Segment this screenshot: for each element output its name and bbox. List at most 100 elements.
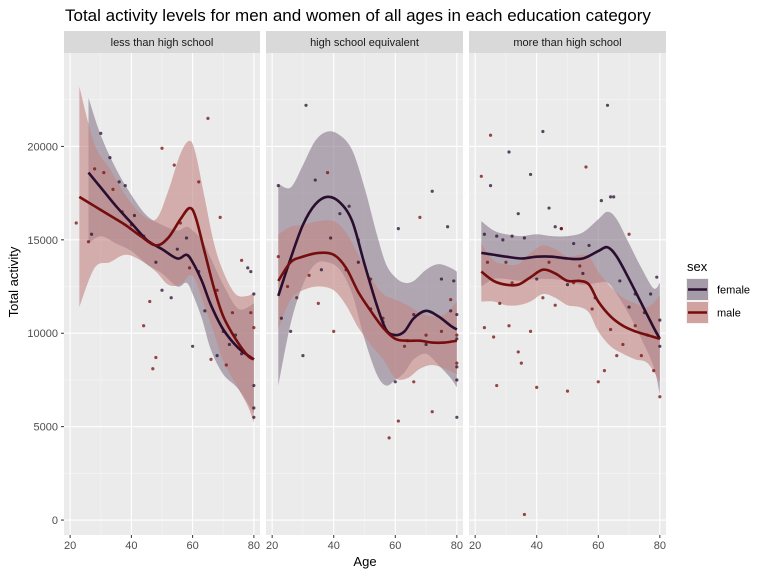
data-point-male	[498, 301, 502, 305]
data-point-female	[455, 365, 459, 369]
y-axis-title: Total activity	[6, 246, 21, 317]
data-point-female	[99, 131, 103, 135]
data-point-male	[249, 311, 253, 315]
data-point-female	[249, 269, 253, 274]
data-point-female	[658, 318, 662, 322]
data-point-male	[396, 419, 400, 423]
data-point-male	[522, 512, 527, 517]
data-point-female	[160, 288, 164, 292]
data-point-male	[541, 296, 545, 300]
data-point-female	[246, 266, 250, 270]
data-point-female	[627, 305, 631, 309]
data-point-male	[516, 350, 520, 354]
data-point-male	[151, 367, 155, 371]
data-point-male	[307, 273, 311, 277]
data-point-female	[132, 213, 137, 218]
data-point-female	[227, 342, 231, 347]
confidence-band-male	[79, 86, 254, 423]
data-point-male	[209, 357, 213, 361]
data-point-female	[313, 178, 317, 182]
data-point-male	[559, 227, 563, 231]
y-tick-label: 10000	[27, 328, 58, 340]
data-point-male	[602, 368, 607, 373]
smooth-line-male	[480, 268, 661, 341]
data-point-male	[154, 355, 158, 360]
smooth-line-male	[78, 195, 255, 361]
data-point-male	[74, 221, 78, 225]
smooth-line-female	[277, 195, 458, 337]
facet-panel-3: more than high school 20 40 60 80	[469, 31, 666, 552]
data-point-female	[501, 238, 505, 242]
data-point-male	[627, 232, 631, 236]
data-point-female	[449, 309, 453, 313]
x-tick-label: 40	[531, 540, 543, 552]
data-point-female	[608, 195, 613, 199]
data-point-male	[584, 165, 588, 169]
data-point-male	[102, 170, 106, 175]
legend: sex female male	[686, 259, 750, 324]
data-point-male	[325, 170, 330, 175]
legend-label-male: male	[717, 308, 741, 320]
data-point-female	[169, 296, 173, 300]
data-point-female	[117, 180, 121, 184]
data-point-female	[203, 309, 207, 313]
data-point-female	[541, 129, 545, 134]
facet-panel-1: less than high school 20 40 60 80	[64, 31, 260, 552]
data-point-female	[553, 225, 557, 229]
data-point-female	[319, 268, 324, 272]
facet-strip	[266, 31, 463, 53]
data-point-female	[191, 344, 195, 348]
data-point-female	[599, 198, 603, 203]
data-point-female	[338, 212, 342, 216]
data-point-male	[449, 298, 453, 302]
data-point-female	[184, 236, 189, 240]
data-point-male	[142, 324, 146, 328]
data-point-male	[412, 380, 416, 384]
data-point-male	[86, 240, 91, 244]
data-point-male	[197, 180, 201, 184]
x-tick-label: 40	[328, 540, 340, 552]
x-axis-title: Age	[353, 554, 376, 569]
data-point-female	[154, 260, 158, 264]
data-point-female	[455, 378, 459, 382]
data-point-male	[187, 266, 192, 270]
data-point-male	[206, 116, 210, 120]
data-point-male	[482, 326, 486, 330]
data-point-male	[596, 380, 600, 384]
data-point-male	[224, 363, 228, 367]
data-point-male	[172, 163, 176, 167]
data-point-female	[455, 312, 459, 317]
data-point-male	[332, 329, 336, 333]
data-point-male	[93, 167, 97, 171]
data-point-female	[510, 234, 514, 238]
data-point-female	[89, 232, 94, 236]
smooth-line-male	[277, 251, 458, 345]
legend-title: sex	[687, 259, 708, 274]
data-point-male	[439, 329, 444, 333]
y-tick-label: 0	[52, 515, 58, 527]
data-point-male	[519, 361, 523, 365]
data-point-female	[356, 260, 360, 264]
data-point-female	[587, 243, 591, 248]
data-point-male	[316, 301, 320, 305]
data-point-female	[393, 380, 397, 384]
data-point-female	[108, 156, 112, 160]
y-tick-label: 5000	[34, 422, 58, 434]
data-point-male	[402, 344, 407, 348]
data-point-male	[492, 335, 496, 339]
x-tick-label: 60	[187, 540, 199, 552]
data-point-female	[658, 344, 662, 348]
data-point-male	[160, 146, 164, 150]
data-point-female	[612, 195, 616, 199]
data-point-female	[347, 204, 351, 208]
data-point-female	[301, 354, 305, 358]
x-tick-label: 60	[389, 540, 401, 552]
data-point-female	[430, 189, 434, 193]
data-point-female	[495, 234, 499, 238]
confidence-band-male	[481, 243, 660, 382]
data-point-female	[649, 292, 653, 296]
data-point-male	[485, 260, 490, 264]
data-point-female	[605, 103, 610, 107]
